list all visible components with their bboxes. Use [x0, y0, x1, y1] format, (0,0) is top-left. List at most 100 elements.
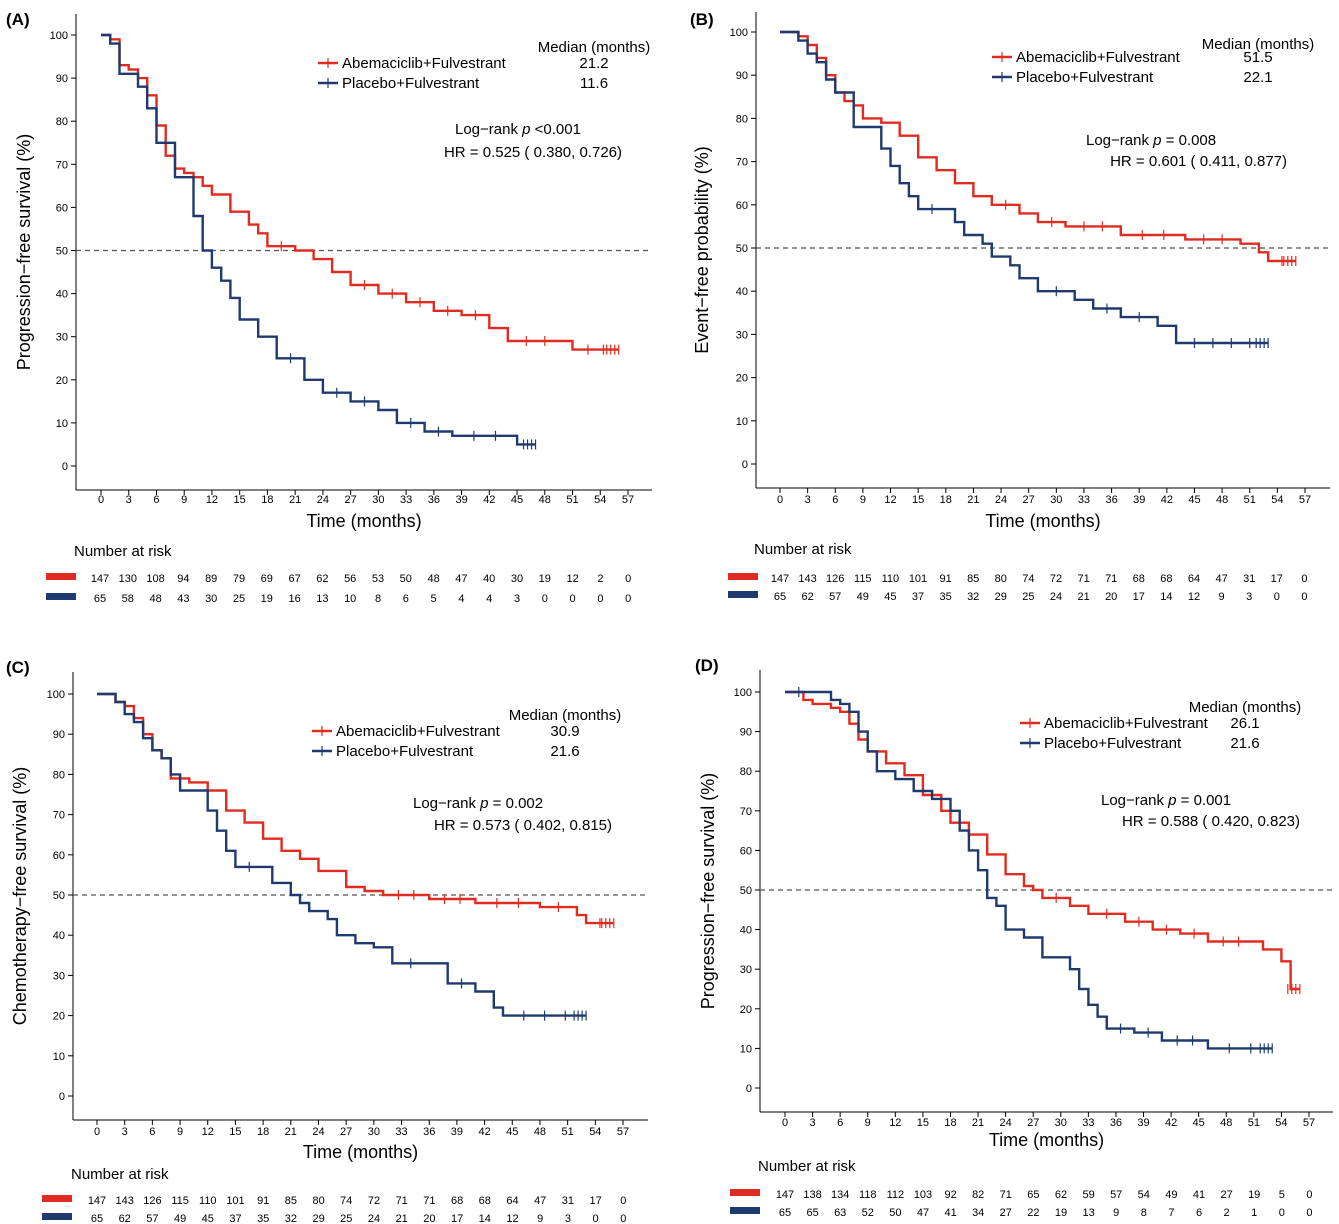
risk-count: 80	[312, 1195, 324, 1207]
risk-count: 0	[625, 573, 631, 585]
hazard-ratio-label: HR = 0.601 ( 0.411, 0.877)	[1110, 153, 1287, 170]
legend-label: Abemaciclib+Fulvestrant	[342, 55, 507, 72]
risk-count: 6	[403, 593, 409, 605]
risk-count: 0	[570, 593, 576, 605]
x-tick-label: 9	[865, 1117, 871, 1129]
x-tick-label: 27	[1023, 494, 1035, 506]
risk-count: 40	[483, 573, 495, 585]
legend-label: Placebo+Fulvestrant	[342, 75, 480, 92]
risk-count: 85	[967, 573, 979, 585]
risk-count: 54	[1138, 1189, 1150, 1201]
risk-count: 5	[431, 593, 437, 605]
risk-count: 89	[205, 573, 217, 585]
risk-count: 35	[939, 591, 951, 603]
risk-count: 62	[1055, 1189, 1067, 1201]
y-tick-label: 60	[56, 202, 68, 214]
risk-count: 6	[1196, 1207, 1202, 1219]
x-tick-label: 30	[1055, 1117, 1067, 1129]
y-tick-label: 60	[53, 850, 65, 862]
risk-count: 62	[316, 573, 328, 585]
risk-count: 49	[1165, 1189, 1177, 1201]
risk-count: 0	[620, 1195, 626, 1207]
risk-count: 147	[88, 1195, 106, 1207]
x-tick-label: 51	[1248, 1117, 1260, 1129]
risk-count: 9	[1219, 591, 1225, 603]
x-tick-label: 57	[1299, 494, 1311, 506]
y-tick-label: 90	[53, 729, 65, 741]
risk-count: 35	[257, 1213, 269, 1224]
risk-count: 20	[1105, 591, 1117, 603]
x-axis-title: Time (months)	[303, 1142, 418, 1162]
risk-row-swatch	[46, 593, 76, 600]
risk-count: 147	[91, 573, 109, 585]
risk-count: 108	[146, 573, 164, 585]
risk-count: 24	[368, 1213, 380, 1224]
y-tick-label: 30	[56, 332, 68, 344]
risk-count: 147	[776, 1189, 794, 1201]
risk-count: 14	[479, 1213, 491, 1224]
x-tick-label: 48	[539, 494, 551, 506]
x-tick-label: 24	[995, 494, 1007, 506]
risk-count: 65	[94, 593, 106, 605]
risk-count: 8	[375, 593, 381, 605]
x-tick-label: 42	[483, 494, 495, 506]
x-tick-label: 51	[566, 494, 578, 506]
median-value: 21.6	[1230, 735, 1259, 752]
x-tick-label: 18	[944, 1117, 956, 1129]
number-at-risk-title: Number at risk	[754, 541, 852, 558]
risk-count: 41	[1193, 1189, 1205, 1201]
risk-count: 32	[967, 591, 979, 603]
risk-count: 0	[1279, 1207, 1285, 1219]
km-curve-abemaciclib	[780, 30, 1296, 263]
x-tick-label: 9	[177, 1126, 183, 1138]
y-tick-label: 100	[50, 30, 68, 42]
x-tick-label: 33	[1082, 1117, 1094, 1129]
risk-count: 4	[486, 593, 492, 605]
risk-count: 25	[340, 1213, 352, 1224]
risk-count: 67	[288, 573, 300, 585]
y-tick-label: 40	[736, 286, 748, 298]
y-tick-label: 90	[736, 70, 748, 82]
risk-count: 0	[1274, 591, 1280, 603]
x-tick-label: 39	[1133, 494, 1145, 506]
logrank-label: Log−rank p <0.001	[455, 121, 581, 138]
risk-count: 9	[537, 1213, 543, 1224]
risk-count: 0	[1301, 573, 1307, 585]
risk-count: 72	[1050, 573, 1062, 585]
y-tick-label: 20	[740, 1004, 752, 1016]
risk-count: 41	[944, 1207, 956, 1219]
x-tick-label: 51	[1244, 494, 1256, 506]
risk-row-swatch	[46, 573, 76, 580]
risk-count: 118	[859, 1189, 877, 1201]
risk-count: 50	[889, 1207, 901, 1219]
y-tick-label: 10	[736, 416, 748, 428]
risk-count: 27	[1220, 1189, 1232, 1201]
risk-count: 21	[1077, 591, 1089, 603]
y-tick-label: 40	[53, 930, 65, 942]
x-tick-label: 15	[234, 494, 246, 506]
y-tick-label: 70	[53, 810, 65, 822]
risk-count: 0	[1306, 1207, 1312, 1219]
risk-count: 47	[455, 573, 467, 585]
x-tick-label: 12	[889, 1117, 901, 1129]
risk-count: 80	[995, 573, 1007, 585]
risk-count: 64	[506, 1195, 518, 1207]
risk-count: 101	[226, 1195, 244, 1207]
risk-count: 65	[774, 591, 786, 603]
risk-count: 19	[261, 593, 273, 605]
risk-count: 49	[174, 1213, 186, 1224]
risk-count: 0	[1306, 1189, 1312, 1201]
risk-count: 65	[779, 1207, 791, 1219]
y-tick-label: 10	[56, 418, 68, 430]
risk-count: 47	[917, 1207, 929, 1219]
y-tick-label: 50	[740, 885, 752, 897]
risk-count: 16	[288, 593, 300, 605]
risk-count: 14	[1160, 591, 1172, 603]
risk-row-swatch	[728, 573, 758, 580]
risk-count: 59	[1082, 1189, 1094, 1201]
x-tick-label: 30	[1050, 494, 1062, 506]
risk-count: 56	[344, 573, 356, 585]
